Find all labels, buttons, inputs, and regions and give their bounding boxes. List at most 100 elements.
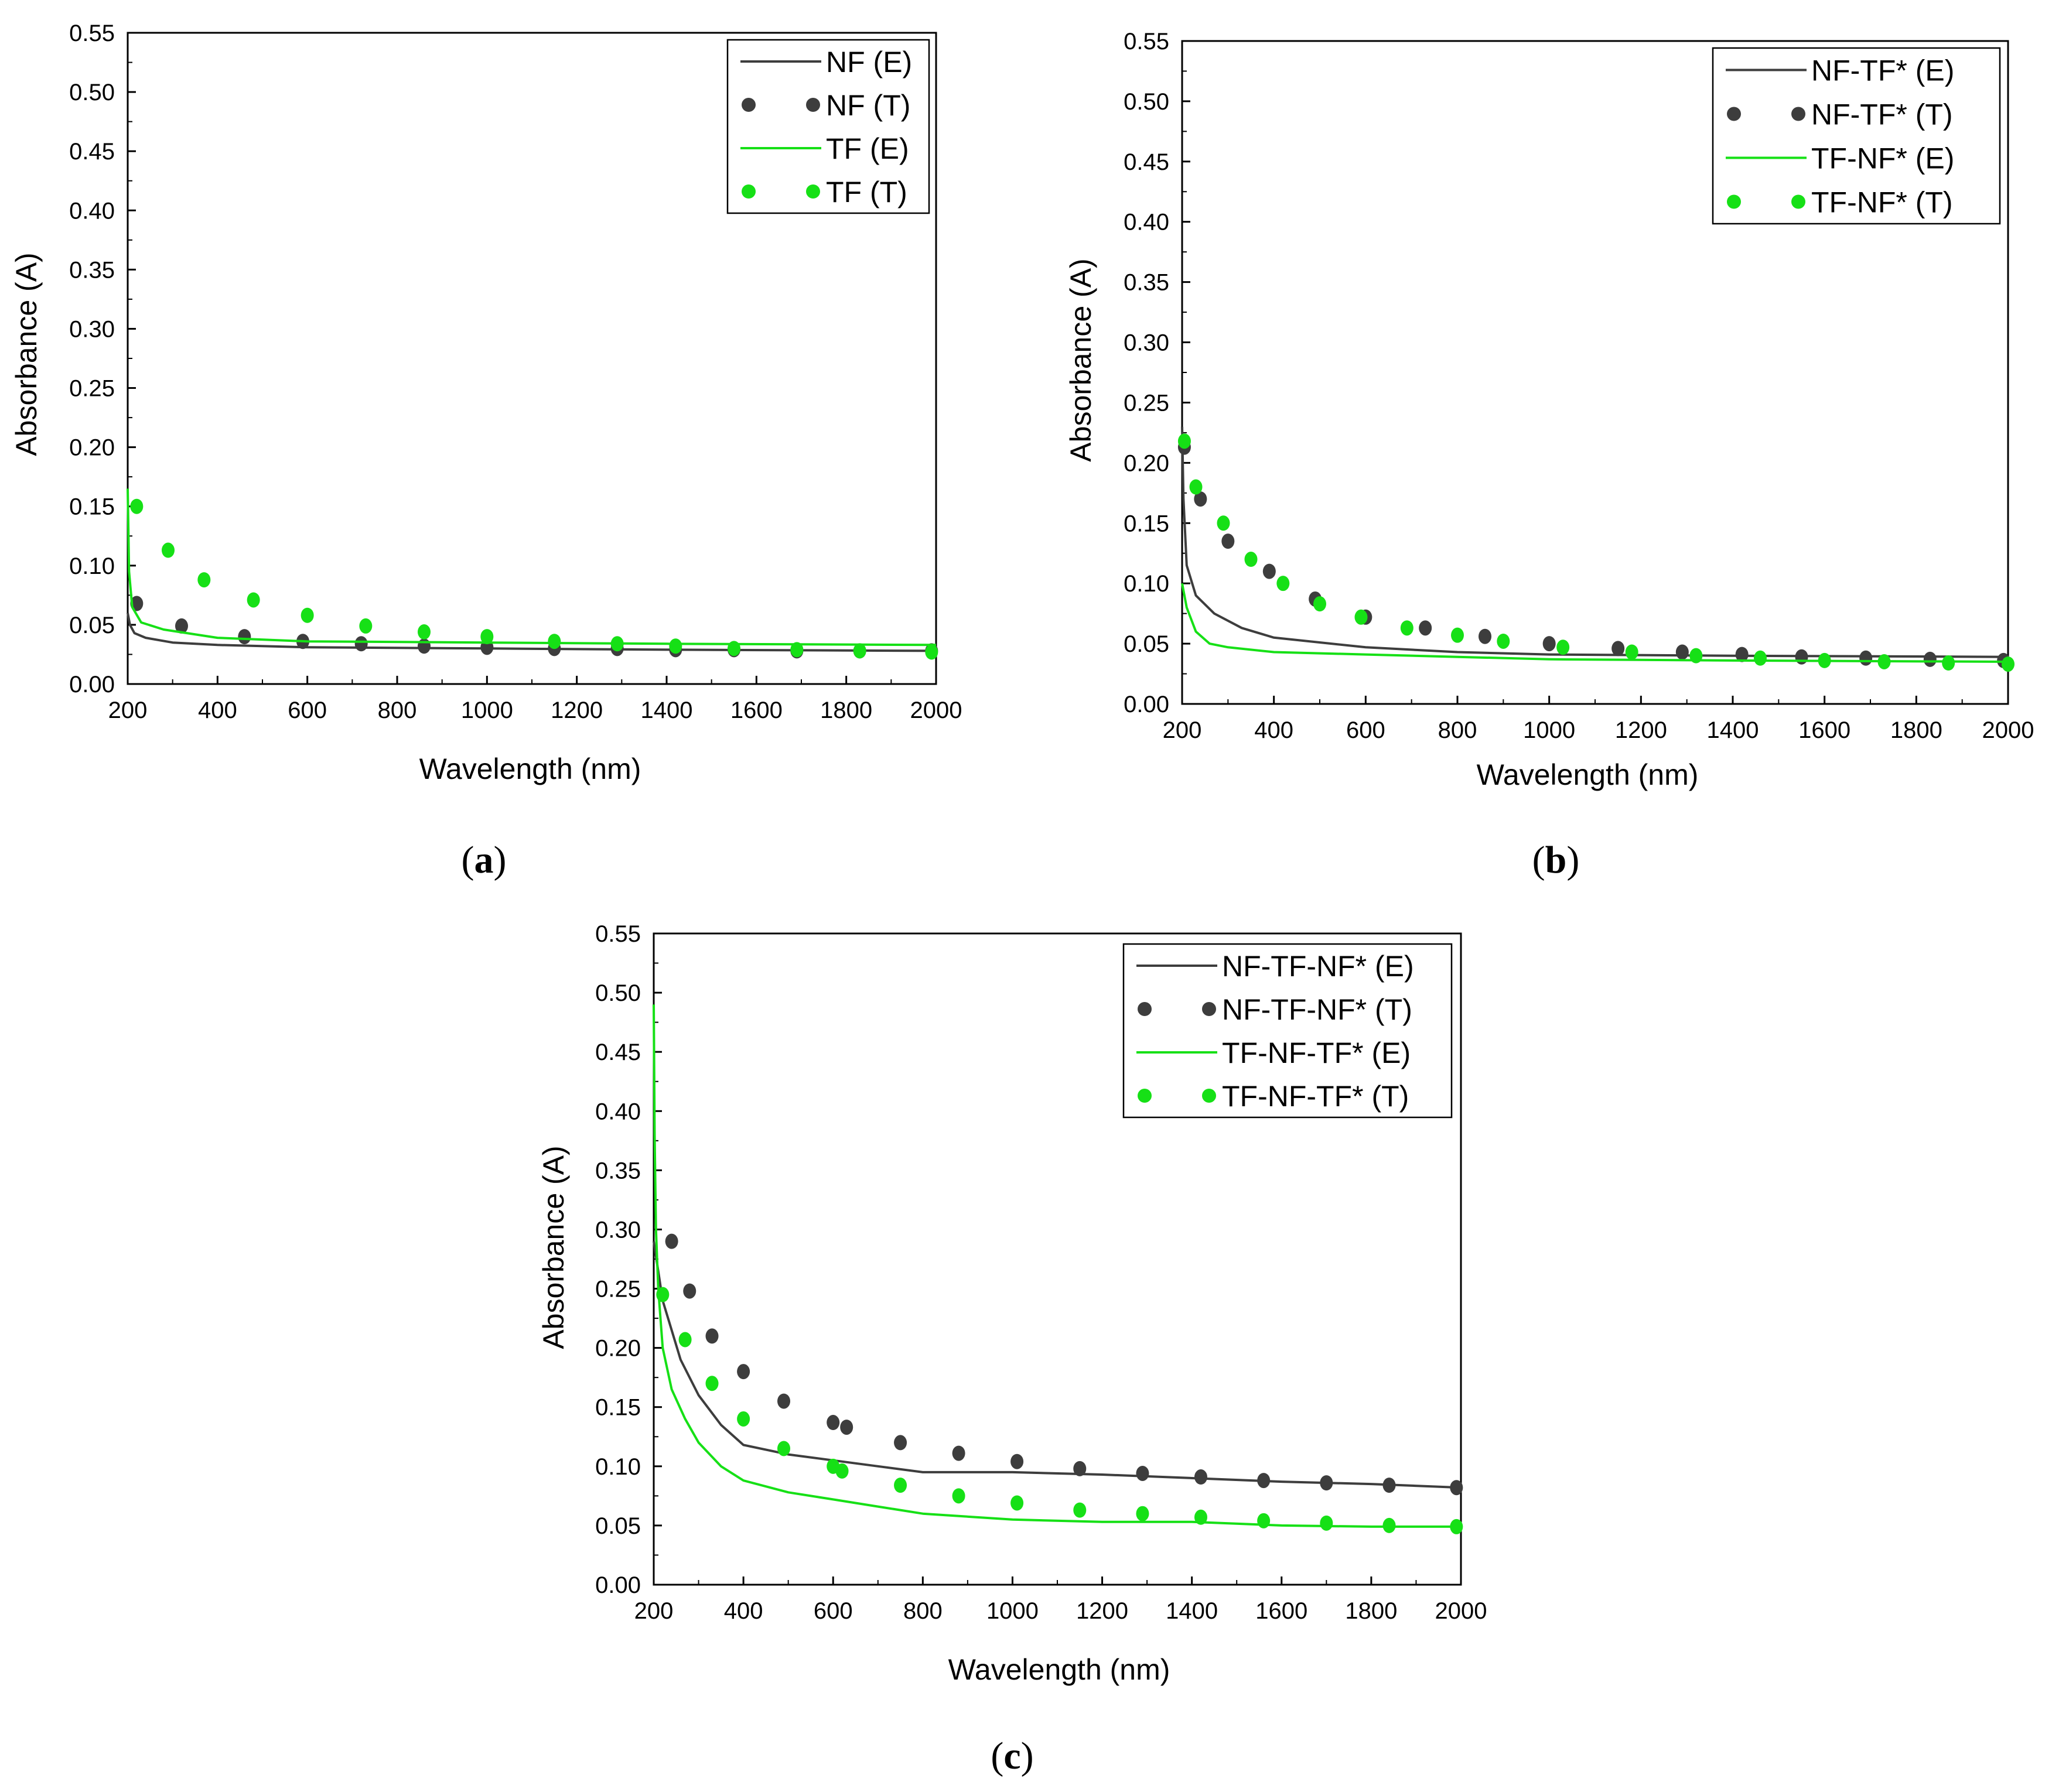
series-point-nf-t [175,618,188,634]
series-point-tf-nf-tf-t [1194,1509,1207,1525]
y-tick-label: 0.15 [595,1395,641,1421]
x-tick-label: 200 [108,697,148,723]
panel-a-y-axis-title: Absorbance (A) [10,252,43,456]
series-point-tf-nf-t [1754,650,1767,666]
x-tick-label: 2000 [1982,717,2034,743]
series-point-nf-tf-nf-t [665,1233,678,1249]
series-point-tf-t [548,634,561,649]
series-point-tf-nf-tf-t [737,1411,750,1427]
legend-box [726,39,930,214]
x-tick-label: 1600 [1255,1598,1307,1624]
series-point-tf-t [728,641,740,656]
y-tick-label: 0.05 [69,613,115,638]
panel-a-caption: (a) [462,839,507,881]
legend-label: TF-NF* (T) [1811,186,1953,219]
series-point-tf-nf-t [1942,655,1955,671]
y-tick-label: 0.35 [595,1158,641,1184]
x-tick-label: 800 [1438,717,1477,743]
series-point-nf-tf-nf-t [777,1393,791,1409]
x-tick-label: 1600 [1798,717,1850,743]
series-point-nf-tf-nf-t [894,1435,907,1451]
series-point-nf-tf-t [1611,641,1625,656]
y-tick-label: 0.20 [69,435,115,461]
series-point-tf-t [669,638,682,654]
y-tick-label: 0.10 [1124,571,1169,597]
series-point-nf-tf-nf-t [1257,1473,1271,1489]
x-tick-label: 1200 [1076,1598,1128,1624]
series-point-tf-nf-t [1497,633,1510,649]
y-tick-label: 0.15 [69,494,115,520]
x-tick-label: 400 [1254,717,1293,743]
panel-c-x-axis-title: Wavelength (nm) [948,1653,1170,1686]
x-tick-label: 1000 [1523,717,1575,743]
y-tick-label: 0.05 [595,1513,641,1539]
legend-label: TF-NF-TF* (T) [1222,1080,1409,1113]
x-tick-label: 2000 [1435,1598,1487,1624]
series-point-nf-tf-t [1221,534,1235,549]
legend-swatch-dot [1727,107,1741,121]
series-point-tf-nf-t [1556,639,1570,655]
series-point-tf-nf-t [1818,652,1831,668]
series-line-nf-tf-e [1181,426,2009,658]
series-point-nf-tf-t [1479,628,1491,644]
series-point-nf-tf-t [1795,649,1808,665]
y-tick-label: 0.50 [69,80,115,105]
series-point-nf-t [238,629,251,645]
y-tick-label: 0.00 [1124,692,1169,717]
series-point-tf-nf-tf-t [1320,1515,1333,1531]
legend-swatch-dot [1202,1089,1216,1103]
series-point-tf-nf-tf-t [656,1287,670,1302]
series-point-tf-t [418,624,431,640]
y-tick-label: 0.25 [595,1277,641,1302]
series-point-tf-nf-tf-t [1382,1517,1396,1533]
series-point-nf-tf-nf-t [683,1283,696,1299]
series-point-nf-tf-nf-t [1136,1465,1149,1481]
series-point-tf-t [359,618,373,634]
series-point-nf-t [354,636,368,652]
series-point-nf-tf-t [1542,636,1556,652]
x-tick-label: 800 [903,1598,943,1624]
series-point-nf-tf-t [1923,651,1937,667]
series-point-tf-t [853,643,866,659]
x-tick-label: 1800 [1345,1598,1397,1624]
legend-label: NF (E) [826,46,912,78]
x-tick-label: 1400 [1707,717,1759,743]
x-tick-label: 1000 [986,1598,1039,1624]
x-tick-label: 1200 [1615,717,1667,743]
panel-a: Wavelength (nm) Absorbance (A) (a) 0.00 0… [10,20,962,881]
legend-swatch-dot [742,184,756,199]
y-tick-label: 0.55 [1124,29,1169,54]
panel-b-x-axis-title: Wavelength (nm) [1477,758,1699,791]
series-point-tf-t [790,642,804,658]
series-point-tf-nf-t [2002,656,2015,672]
y-tick-label: 0.30 [595,1217,641,1243]
series-point-nf-tf-nf-t [1073,1461,1087,1476]
series-point-tf-t [162,542,175,558]
x-tick-label: 800 [378,697,417,723]
panel-c: Wavelength (nm) Absorbance (A) (c) 0.00 0… [537,921,1487,1777]
series-point-nf-tf-nf-t [840,1420,853,1435]
y-tick-label: 0.40 [1124,210,1169,235]
series-point-tf-nf-t [1313,596,1326,612]
y-tick-label: 0.55 [595,921,641,947]
series-point-nf-tf-t [1859,650,1873,666]
legend-swatch-dot [1791,107,1805,121]
series-point-nf-tf-t [1194,491,1207,507]
series-point-tf-nf-tf-t [1136,1506,1149,1521]
y-tick-label: 0.25 [69,376,115,402]
series-point-tf-nf-t [1400,620,1413,636]
series-point-tf-nf-tf-t [835,1463,849,1479]
series-point-nf-tf-nf-t [1382,1478,1396,1493]
x-tick-label: 1800 [1890,717,1942,743]
legend-label: NF (T) [826,89,910,122]
series-point-tf-t [610,636,624,652]
x-tick-label: 1200 [551,697,603,723]
legend-swatch-dot [1138,1089,1152,1103]
legend-swatch-dot [1138,1002,1152,1016]
legend-box [1122,943,1453,1119]
series-point-nf-tf-t [1735,647,1749,662]
series-line-tf-nf-e [1181,583,2009,663]
series-line-nf-e [127,613,937,652]
series-point-nf-tf-t [1675,644,1689,660]
